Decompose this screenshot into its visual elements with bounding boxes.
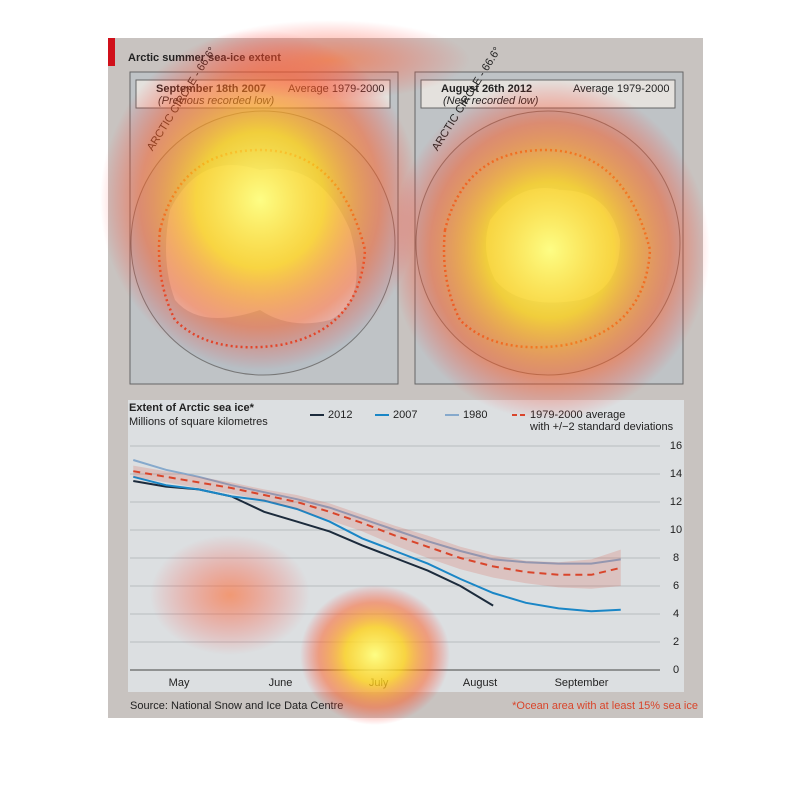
y-tick-label: 0 xyxy=(673,664,679,676)
x-tick-label: September xyxy=(555,677,609,689)
chart-subtitle: Millions of square kilometres xyxy=(129,416,268,428)
footnote: *Ocean area with at least 15% sea ice xyxy=(512,700,698,712)
line xyxy=(133,475,621,613)
y-tick-label: 10 xyxy=(670,524,682,536)
map-2007: September 18th 2007 (Previous recorded l… xyxy=(129,45,399,385)
ice xyxy=(486,188,620,303)
x-tick-label: August xyxy=(463,677,497,689)
y-tick-label: 16 xyxy=(670,440,682,452)
x-tick-label: June xyxy=(269,677,293,689)
map-date: August 26th 2012 xyxy=(441,83,532,95)
y-tick-label: 4 xyxy=(673,608,679,620)
line xyxy=(133,470,621,576)
x-tick-label: May xyxy=(169,677,190,689)
line xyxy=(132,459,621,565)
y-tick-label: 2 xyxy=(673,636,679,648)
map-average: Average 1979-2000 xyxy=(288,83,384,95)
y-tick-label: 8 xyxy=(673,552,679,564)
map-2012: August 26th 2012 (New recorded low) Aver… xyxy=(414,45,684,385)
std-band xyxy=(133,465,621,589)
map-average: Average 1979-2000 xyxy=(573,83,669,95)
legend-label: 2007 xyxy=(393,409,417,421)
y-tick-label: 6 xyxy=(673,580,679,592)
legend-label: 1979-2000 average xyxy=(530,409,625,421)
source: Source: National Snow and Ice Data Centr… xyxy=(130,700,343,712)
chart-title: Extent of Arctic sea ice* xyxy=(129,402,255,414)
x-tick-label: July xyxy=(369,677,389,689)
title-bar xyxy=(108,38,115,66)
map-date: September 18th 2007 xyxy=(156,83,266,95)
legend-label: 1980 xyxy=(463,409,487,421)
legend-label: 2012 xyxy=(328,409,352,421)
legend-note: with +/−2 standard deviations xyxy=(529,421,674,433)
y-tick-label: 14 xyxy=(670,468,682,480)
y-tick-label: 12 xyxy=(670,496,682,508)
